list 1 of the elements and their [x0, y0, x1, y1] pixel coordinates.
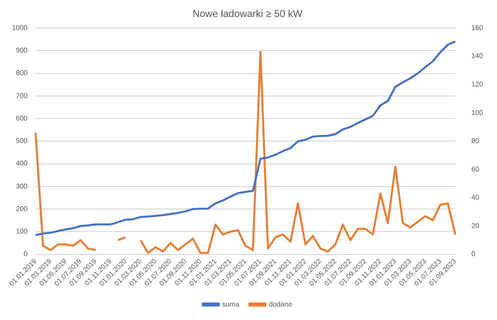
chart-title: Nowe ładowarki ≥ 50 kW — [192, 8, 304, 20]
